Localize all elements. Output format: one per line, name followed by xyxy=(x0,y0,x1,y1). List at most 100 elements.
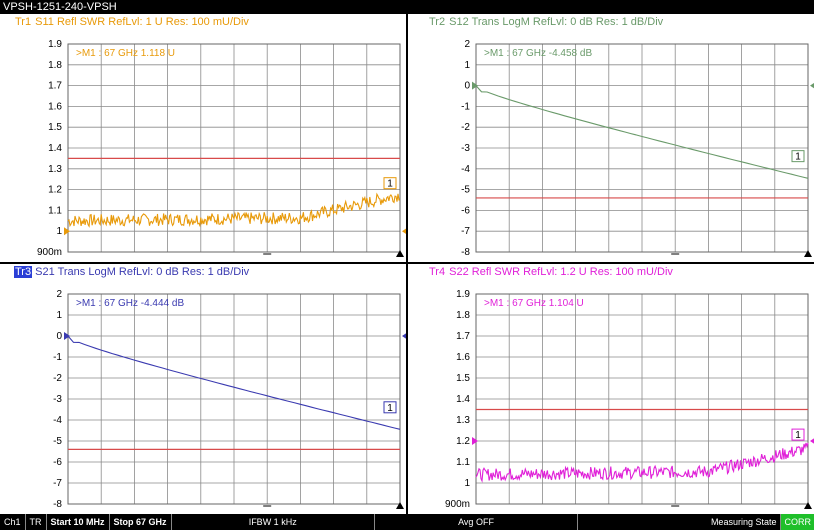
trace-tag-tr2[interactable]: Tr2 xyxy=(429,16,446,28)
ref-arrow-left-icon[interactable] xyxy=(64,332,70,340)
trace-header-tr3[interactable]: Tr3 S21 Trans LogM RefLvl: 0 dB Res: 1 d… xyxy=(14,266,249,279)
grid xyxy=(475,293,809,505)
channel-label[interactable]: Ch1 xyxy=(0,514,26,530)
trace-tag-tr4[interactable]: Tr4 xyxy=(429,266,446,278)
y-tick-label: 1.8 xyxy=(456,310,470,321)
title-bar: VPSH-1251-240-VPSH xyxy=(0,0,814,14)
plot-frame xyxy=(475,293,809,505)
marker-1[interactable]: 1 xyxy=(383,177,397,190)
marker-box[interactable] xyxy=(383,177,397,190)
y-tick-label: 1.3 xyxy=(456,415,470,426)
plot-frame xyxy=(475,43,809,253)
y-tick-label: 1.9 xyxy=(48,39,62,50)
marker-1[interactable]: 1 xyxy=(791,150,805,163)
y-tick-label: 1.5 xyxy=(456,373,470,384)
marker-readout: >M1 : 67 GHz 1.118 U xyxy=(76,48,175,59)
trace-pane-tr1[interactable]: Tr1 S11 Refl SWR RefLvl: 1 U Res: 100 mU… xyxy=(0,14,408,262)
marker-1[interactable]: 1 xyxy=(383,401,397,414)
plot-svg-tr2: 2 1 0 -1 -2 -3 -4 -5 -6 -7 -8 >M1 : 67 GHz -4.458 d… xyxy=(461,39,814,258)
marker-index: 1 xyxy=(387,179,393,190)
y-tick-label: 1.6 xyxy=(456,352,470,363)
avg-label[interactable]: Avg OFF xyxy=(375,514,579,530)
y-tick-label: 0 xyxy=(464,81,470,92)
vertical-divider xyxy=(406,14,408,514)
status-bar: Ch1 TR Start 10 MHz Stop 67 GHz IFBW 1 k… xyxy=(0,514,814,530)
y-tick-label: -1 xyxy=(461,101,470,112)
y-tick-label: -7 xyxy=(53,478,62,489)
y-tick-label: 1.5 xyxy=(48,122,62,133)
y-tick-label: -4 xyxy=(53,415,62,426)
trace-header-text: S21 Trans LogM RefLvl: 0 dB Res: 1 dB/Di… xyxy=(32,266,250,278)
start-frequency[interactable]: Start 10 MHz xyxy=(47,514,110,530)
y-tick-label: -8 xyxy=(53,499,62,510)
marker-box[interactable] xyxy=(383,401,397,414)
y-tick-label: 1.2 xyxy=(456,436,470,447)
y-tick-label: 1.3 xyxy=(48,164,62,175)
trace-line-tr3 xyxy=(67,335,401,430)
plot-svg-tr4: 1.9 1.8 1.7 1.6 1.5 1.4 1.3 1.2 1.1 1 900m >M1 : 67… xyxy=(445,289,814,510)
marker-box[interactable] xyxy=(791,150,805,163)
marker-readout: >M1 : 67 GHz 1.104 U xyxy=(484,298,584,309)
ref-arrow-right-icon[interactable] xyxy=(810,82,814,90)
stop-frequency[interactable]: Stop 67 GHz xyxy=(110,514,172,530)
y-tick-label: 1.4 xyxy=(456,394,470,405)
y-tick-label: 1 xyxy=(56,226,62,237)
grid xyxy=(67,293,401,505)
y-tick-label: 2 xyxy=(464,39,470,50)
y-tick-label: -3 xyxy=(53,394,62,405)
mode-label[interactable]: TR xyxy=(26,514,47,530)
trace-header-text: S22 Refl SWR RefLvl: 1.2 U Res: 100 mU/D… xyxy=(446,266,673,278)
plot-svg-tr1: 1.9 1.8 1.7 1.6 1.5 1.4 1.3 1.2 1.1 1 900m >M1 : 67… xyxy=(37,39,408,258)
ifbw-label[interactable]: IFBW 1 kHz xyxy=(172,514,375,530)
y-tick-label: 0 xyxy=(56,331,62,342)
marker-index: 1 xyxy=(795,152,801,163)
plot-frame xyxy=(67,43,401,253)
marker-readout: >M1 : 67 GHz -4.458 dB xyxy=(484,48,592,59)
y-tick-label: 1.6 xyxy=(48,101,62,112)
trace-header-tr1[interactable]: Tr1 S11 Refl SWR RefLvl: 1 U Res: 100 mU… xyxy=(14,16,249,29)
marker-readout: >M1 : 67 GHz -4.444 dB xyxy=(76,298,184,309)
y-tick-label: -4 xyxy=(461,164,470,175)
corr-badge: CORR xyxy=(781,514,814,530)
y-tick-label: -6 xyxy=(461,205,470,216)
y-tick-label: 1 xyxy=(56,310,62,321)
trace-line-tr1 xyxy=(67,192,401,228)
stop-marker-icon xyxy=(396,502,404,509)
horizontal-divider xyxy=(0,262,814,264)
trace-header-text: S12 Trans LogM RefLvl: 0 dB Res: 1 dB/Di… xyxy=(446,16,664,28)
measuring-state: Measuring State xyxy=(578,514,782,530)
marker-box[interactable] xyxy=(791,428,805,441)
ref-arrow-right-icon[interactable] xyxy=(810,437,814,445)
trace-header-text: S11 Refl SWR RefLvl: 1 U Res: 100 mU/Div xyxy=(32,16,249,28)
y-tick-label: -2 xyxy=(53,373,62,384)
y-tick-label: 1.7 xyxy=(48,81,62,92)
y-tick-label: 900m xyxy=(37,247,62,258)
stop-marker-icon xyxy=(804,502,812,509)
trace-header-tr4[interactable]: Tr4 S22 Refl SWR RefLvl: 1.2 U Res: 100 … xyxy=(428,266,673,279)
y-tick-label: -3 xyxy=(461,143,470,154)
y-tick-label: 1.8 xyxy=(48,60,62,71)
marker-1[interactable]: 1 xyxy=(791,428,805,441)
trace-pane-tr2[interactable]: Tr2 S12 Trans LogM RefLvl: 0 dB Res: 1 d… xyxy=(408,14,814,262)
y-tick-label: -8 xyxy=(461,247,470,258)
y-tick-label: -5 xyxy=(461,185,470,196)
ref-arrow-left-icon[interactable] xyxy=(472,437,478,445)
trace-line-tr2 xyxy=(475,85,809,179)
marker-index: 1 xyxy=(795,430,801,441)
trace-tag-tr3[interactable]: Tr3 xyxy=(14,266,33,278)
y-tick-label: 1.4 xyxy=(48,143,62,154)
ref-arrow-left-icon[interactable] xyxy=(64,227,70,236)
y-tick-label: -1 xyxy=(53,352,62,363)
ref-arrow-left-icon[interactable] xyxy=(472,81,478,90)
trace-tag-tr1[interactable]: Tr1 xyxy=(15,16,32,28)
y-tick-label: 2 xyxy=(56,289,62,300)
y-tick-label: 1 xyxy=(464,60,470,71)
stop-marker-icon xyxy=(396,250,404,257)
trace-header-tr2[interactable]: Tr2 S12 Trans LogM RefLvl: 0 dB Res: 1 d… xyxy=(428,16,663,29)
y-tick-label: 1.1 xyxy=(48,205,62,216)
trace-pane-tr3[interactable]: Tr3 S21 Trans LogM RefLvl: 0 dB Res: 1 d… xyxy=(0,264,408,514)
trace-pane-tr4[interactable]: Tr4 S22 Refl SWR RefLvl: 1.2 U Res: 100 … xyxy=(408,264,814,514)
marker-index: 1 xyxy=(387,403,393,414)
y-tick-label: -7 xyxy=(461,226,470,237)
y-tick-label: -5 xyxy=(53,436,62,447)
